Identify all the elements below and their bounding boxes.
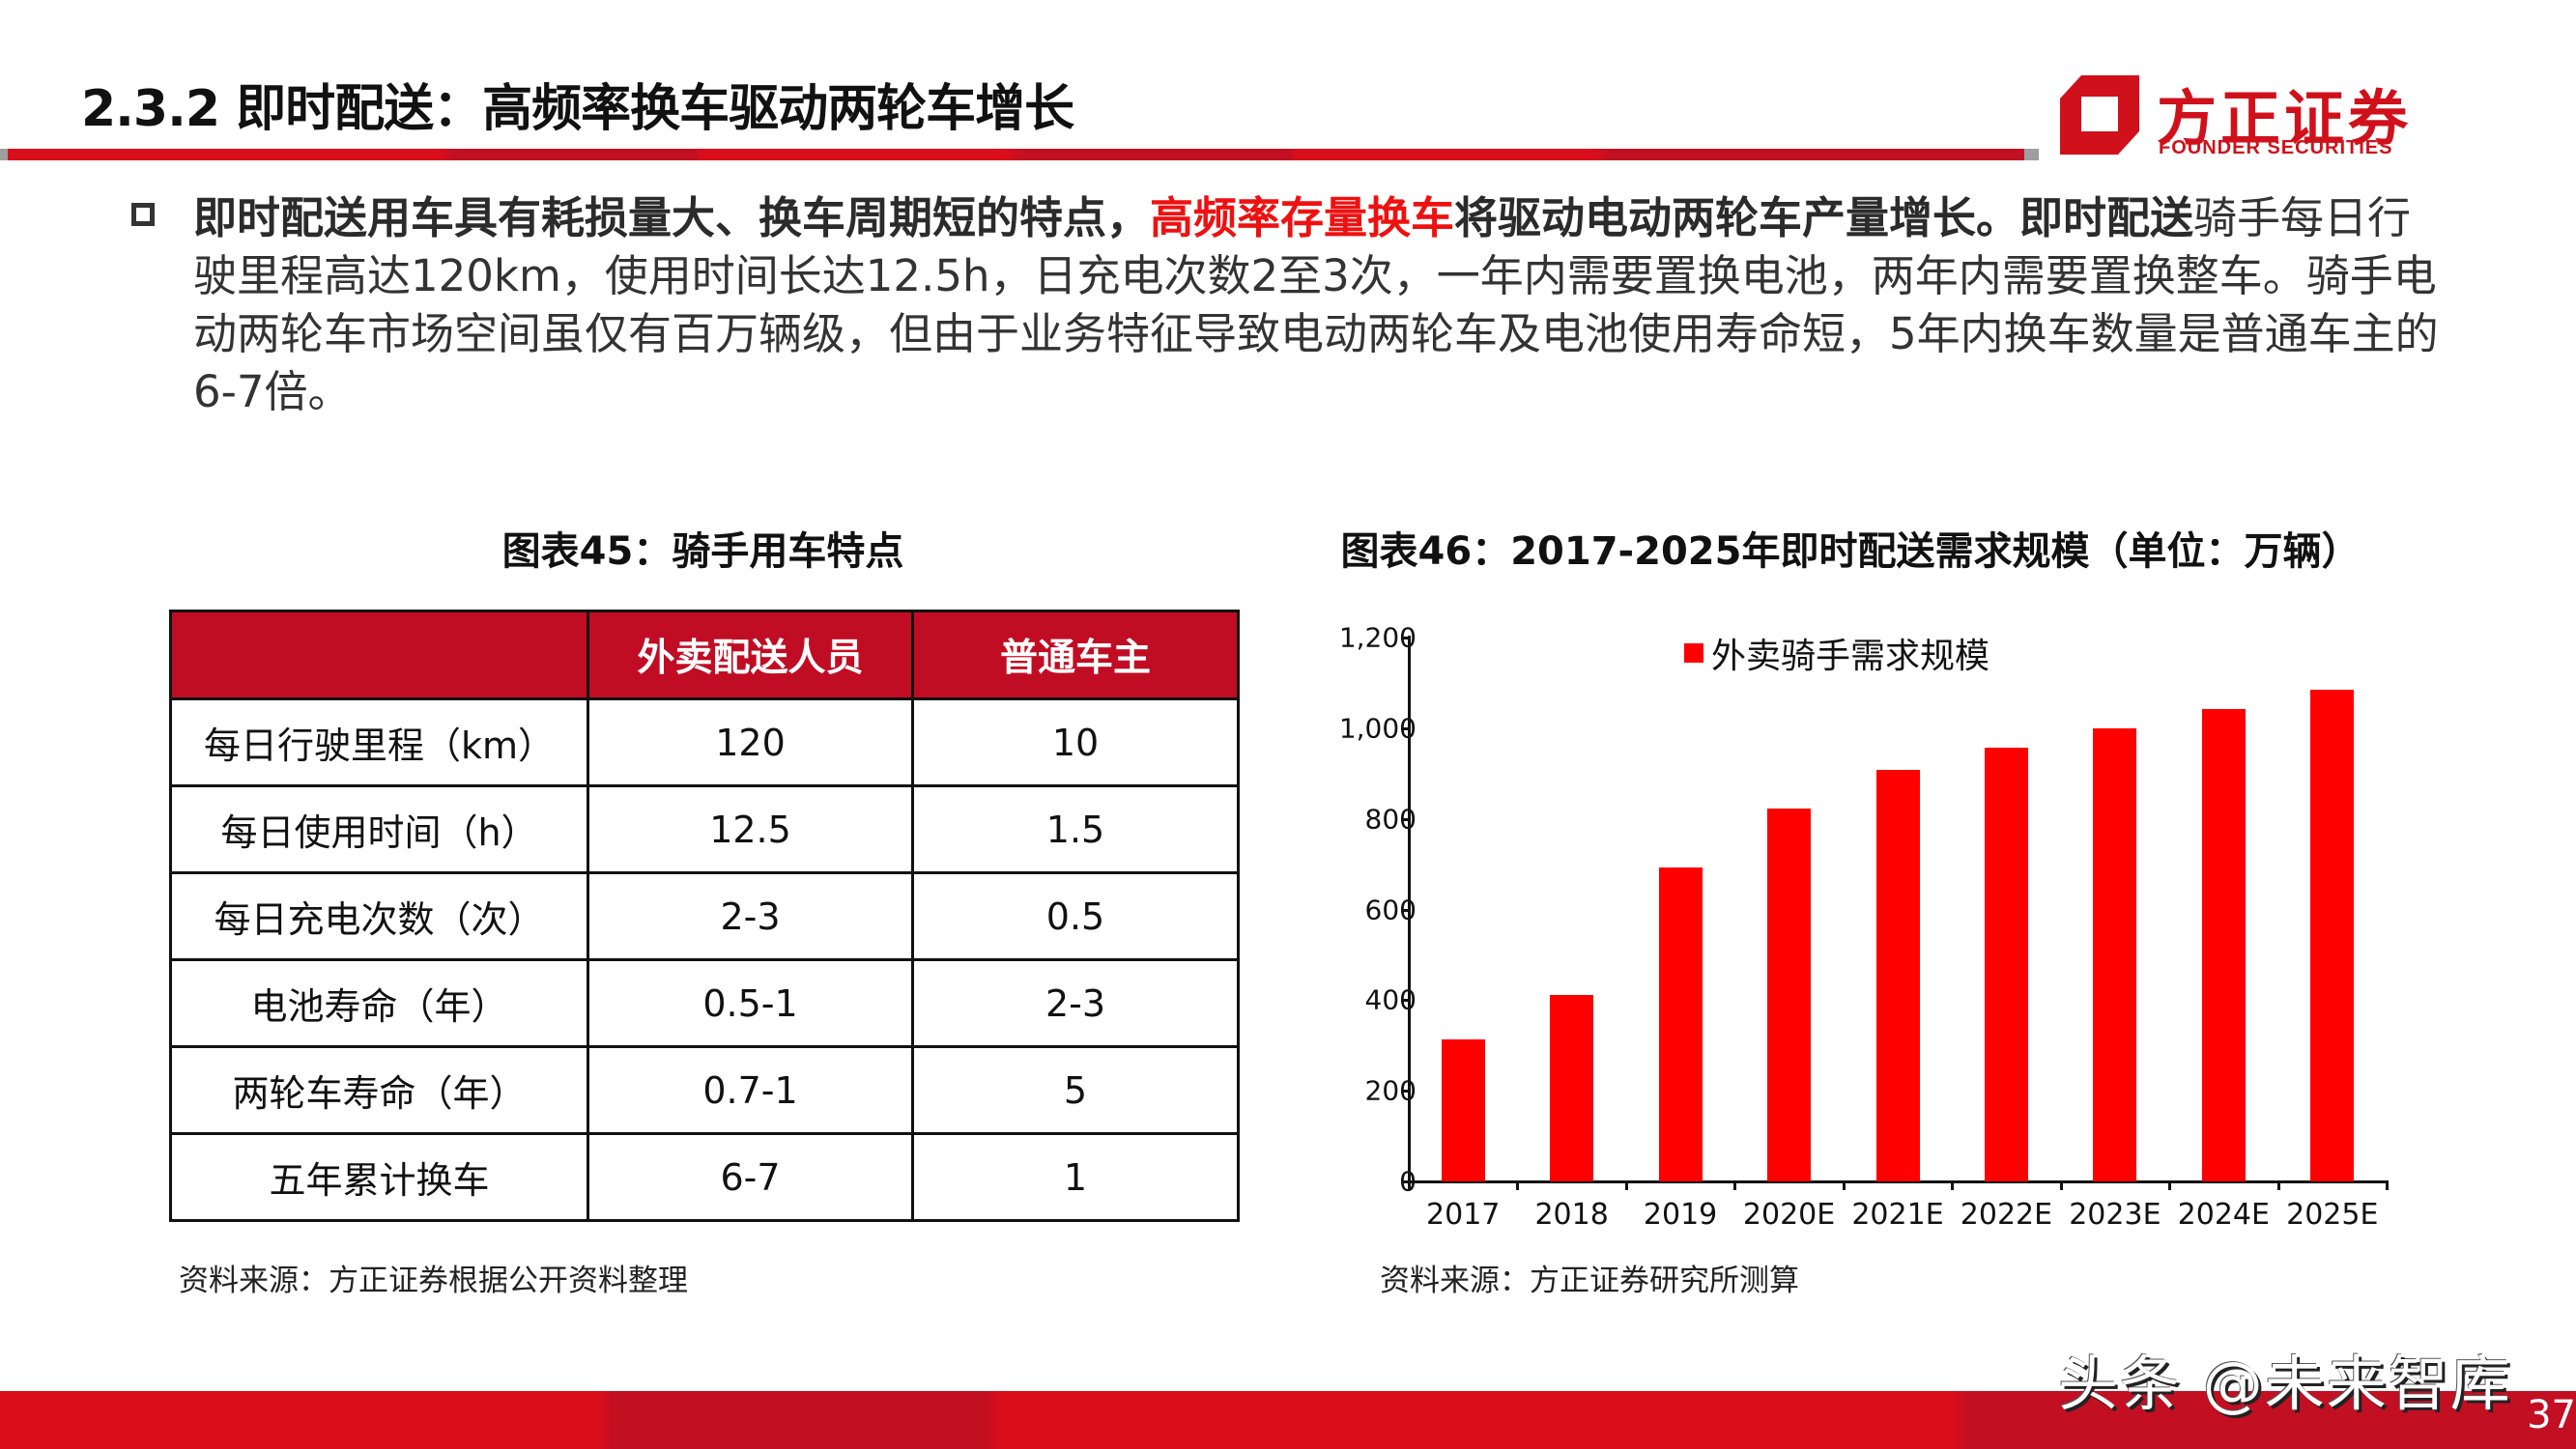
y-tick-mark [1401,726,1410,730]
y-tick-label: 1,200 [1338,621,1417,654]
table-cell: 每日使用时间（h） [169,784,589,874]
table-cell: 2-3 [587,871,914,961]
legend-swatch-icon [1684,643,1703,663]
x-tick-mark [1951,1180,1955,1190]
chart-legend: 外卖骑手需求规模 [1684,628,1989,678]
x-tick-mark [1408,1180,1411,1190]
table-cell: 12.5 [587,784,914,874]
y-tick-mark [1401,1180,1410,1183]
x-tick-mark [2059,1180,2063,1190]
bullet-lead-tail: 将驱动电动两轮车产量增长。即时配送 [1454,192,2194,243]
table-row: 每日使用时间（h） 12.5 1.5 [169,784,1240,874]
bar-2020E [1767,809,1812,1181]
table-cell: 每日充电次数（次） [169,871,589,961]
table-source-note: 资料来源：方正证券根据公开资料整理 [179,1264,688,1298]
y-tick-mark [1401,817,1410,821]
table-header-cell [169,610,589,700]
x-tick-label: 2018 [1534,1198,1609,1232]
y-tick-mark [1401,999,1410,1003]
bar-2018 [1550,994,1594,1181]
bar-2019 [1658,867,1703,1181]
bullet-body: 骑手每日行驶里程高达120km，使用时间长达12.5h，日充电次数2至3次，一年… [193,192,2437,359]
x-tick-label: 2025E [2286,1198,2379,1232]
table-row: 电池寿命（年） 0.5-1 2-3 [169,958,1240,1048]
watermark-text: 头条 @未来智库 [2058,1349,2512,1419]
bullet-text: 即时配送用车具有耗损量大、换车周期短的特点，高频率存量换车将驱动电动两轮车产量增… [193,189,2450,421]
bullet-lead: 即时配送用车具有耗损量大、换车周期短的特点， [193,192,1151,243]
table-cell: 1 [911,1132,1240,1222]
page-number: 37 [2527,1393,2576,1437]
bar-2021E [1875,769,1920,1181]
y-tick-mark [1401,637,1410,639]
table-cell: 5 [911,1045,1240,1135]
table-title: 图表45：骑手用车特点 [501,529,904,574]
table-cell: 电池寿命（年） [169,958,589,1048]
bar-2024E [2201,709,2246,1181]
table-cell: 0.5-1 [587,958,914,1048]
table-cell: 0.5 [911,871,1240,961]
x-tick-label: 2019 [1643,1198,1718,1232]
y-tick-label: 1,000 [1338,712,1417,745]
table-cell: 0.7-1 [587,1045,914,1135]
table-header-cell: 外卖配送人员 [587,610,914,700]
x-tick-label: 2022E [1960,1198,2053,1232]
x-tick-mark [1624,1180,1628,1190]
table-row: 每日行驶里程（km） 120 10 [169,697,1240,787]
table-header-row: 外卖配送人员 普通车主 [169,610,1240,700]
y-tick-mark [1401,1090,1410,1094]
x-tick-mark [2386,1180,2389,1190]
rider-vehicle-characteristics-table: 外卖配送人员 普通车主 每日行驶里程（km） 120 10 每日使用时间（h） … [169,610,1240,1222]
chart-source-note: 资料来源：方正证券研究所测算 [1380,1264,1799,1298]
table-cell: 1.5 [911,784,1240,874]
logo-english-name: FOUNDER SECURITIES [2159,137,2393,158]
slide-title: 2.3.2 即时配送：高频率换车驱动两轮车增长 [81,80,1074,138]
bullet-body-tail: 5年内换车数量是普通车主的6-7倍。 [193,308,2439,417]
legend-label: 外卖骑手需求规模 [1711,637,1990,676]
x-tick-label: 2017 [1426,1198,1501,1232]
table-cell: 10 [911,697,1240,787]
y-tick-label: 800 [1364,803,1417,836]
x-tick-label: 2024E [2177,1198,2270,1232]
table-row: 两轮车寿命（年） 0.7-1 5 [169,1045,1240,1135]
footer-band [0,1391,2576,1449]
table-cell: 6-7 [587,1132,914,1222]
bullet-paragraph: 即时配送用车具有耗损量大、换车周期短的特点，高频率存量换车将驱动电动两轮车产量增… [131,189,2450,421]
x-tick-label: 2020E [1742,1198,1836,1232]
x-tick-mark [1516,1180,1520,1190]
x-tick-mark [1733,1180,1737,1190]
x-tick-label: 2021E [1851,1198,1944,1232]
y-tick-mark [1401,908,1410,912]
x-tick-mark [1842,1180,1846,1190]
y-tick-label: 600 [1364,894,1417,925]
hollow-square-bullet-icon [131,203,155,226]
table-cell: 2-3 [911,958,1240,1048]
table-row: 五年累计换车 6-7 1 [169,1132,1240,1222]
logo-chinese-name: 方正证券 [2157,83,2413,154]
bar-2023E [2093,727,2137,1181]
founder-securities-logo: 方正证券 FOUNDER SECURITIES [2060,75,2485,160]
header-divider-bar [0,149,2039,160]
x-axis [1408,1180,2387,1183]
x-tick-label: 2023E [2069,1198,2161,1232]
table-cell: 每日行驶里程（km） [169,697,589,787]
chart-title: 图表46：2017-2025年即时配送需求规模（单位：万辆） [1340,529,2361,574]
table-cell: 五年累计换车 [169,1132,589,1222]
founder-logo-mark-icon [2060,75,2139,155]
table-row: 每日充电次数（次） 2-3 0.5 [169,871,1240,961]
x-tick-mark [2168,1180,2172,1190]
bar-2025E [2310,690,2355,1181]
bullet-highlight: 高频率存量换车 [1150,192,1455,243]
table-cell: 两轮车寿命（年） [169,1045,589,1135]
bar-2017 [1441,1039,1485,1181]
y-tick-label: 200 [1364,1074,1417,1107]
bar-2022E [1984,747,2028,1181]
y-tick-label: 400 [1364,983,1417,1016]
table-cell: 120 [587,697,914,787]
table-header-cell: 普通车主 [911,610,1240,700]
x-tick-mark [2276,1180,2280,1190]
